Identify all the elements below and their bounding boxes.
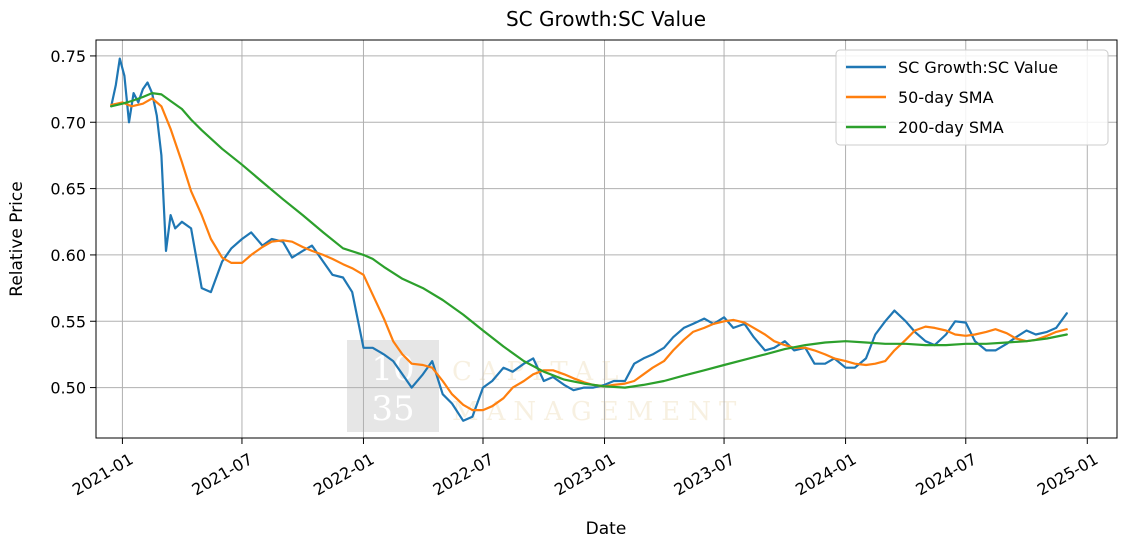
watermark-box	[347, 340, 439, 432]
x-tick-label: 2022-01	[310, 449, 377, 499]
x-tick-label: 2021-01	[69, 449, 136, 499]
x-tick-label: 2022-07	[430, 449, 497, 499]
y-tick-label: 0.50	[50, 379, 86, 398]
x-tick-label: 2021-07	[189, 449, 256, 499]
legend-box	[835, 49, 1109, 146]
legend-label-series-2: 50-day SMA	[898, 88, 994, 107]
watermark-box-bottom: 35	[371, 389, 414, 429]
y-tick-label: 0.75	[50, 47, 86, 66]
x-tick-label: 2023-07	[671, 449, 738, 499]
series-lines	[110, 57, 1068, 422]
y-tick-label: 0.70	[50, 113, 86, 132]
y-axis-ticks: 0.50 0.55 0.60 0.65 0.70 0.75	[50, 47, 96, 398]
series-line-1	[110, 57, 1068, 422]
legend-label-series-1: SC Growth:SC Value	[898, 58, 1058, 77]
legend: SC Growth:SC Value 50-day SMA 200-day SM…	[835, 49, 1109, 146]
series-line-3	[110, 91, 1068, 389]
y-tick-label: 0.55	[50, 312, 86, 331]
y-tick-label: 0.60	[50, 246, 86, 265]
chart-title: SC Growth:SC Value	[506, 7, 706, 31]
y-tick-label: 0.65	[50, 180, 86, 199]
x-tick-label: 2024-01	[792, 449, 859, 499]
watermark-line2: MANAGEMENT	[452, 397, 744, 427]
legend-label-series-3: 200-day SMA	[898, 118, 1004, 137]
x-axis-ticks: 2021-01 2021-07 2022-01 2022-07 2023-01 2023-…	[69, 438, 1101, 499]
plot-frame	[95, 39, 1118, 439]
watermark-logo: 10 35 CAPITAL MANAGEMENT	[347, 340, 744, 432]
x-tick-label: 2023-01	[551, 449, 618, 499]
x-tick-label: 2025-01	[1034, 449, 1101, 499]
y-axis-title: Relative Price	[7, 181, 27, 296]
x-tick-label: 2024-07	[912, 449, 979, 499]
x-axis-title: Date	[586, 519, 627, 539]
